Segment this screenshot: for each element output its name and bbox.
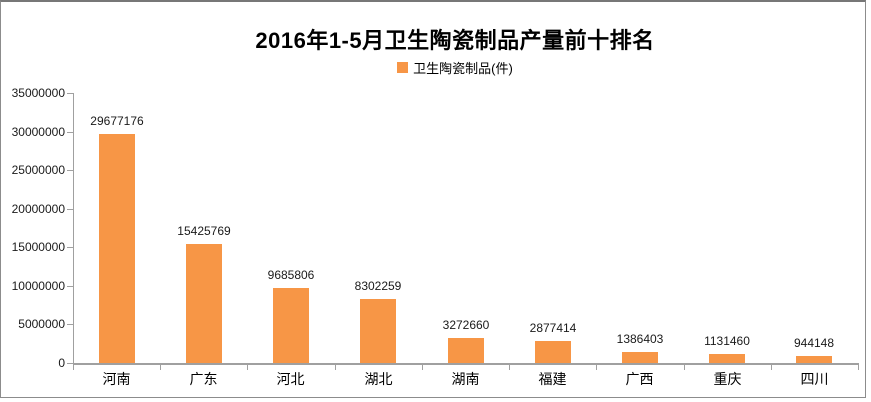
bar — [99, 134, 135, 363]
y-axis-tick — [67, 170, 73, 171]
bar — [796, 356, 832, 363]
y-axis-tick — [67, 247, 73, 248]
x-axis-tick — [858, 365, 859, 370]
legend-swatch-icon — [397, 62, 409, 73]
x-category-label: 河北 — [276, 371, 305, 387]
bar-value-label: 1386403 — [616, 332, 664, 346]
x-axis-tick — [335, 365, 336, 370]
x-category-label: 四川 — [800, 371, 829, 387]
x-axis-tick — [73, 365, 74, 370]
bar-value-label: 1131460 — [704, 334, 750, 348]
legend-label: 卫生陶瓷制品(件) — [413, 61, 513, 76]
x-category-label: 重庆 — [713, 371, 742, 387]
x-axis-line — [73, 363, 859, 365]
x-category-label: 湖南 — [451, 371, 480, 387]
bar-value-label: 29677176 — [90, 114, 144, 128]
y-axis-tick — [67, 363, 73, 364]
bar-value-label: 15425769 — [177, 224, 231, 238]
x-axis-tick — [596, 365, 597, 370]
y-tick-label: 30000000 — [11, 125, 65, 139]
y-axis-tick — [67, 324, 73, 325]
x-axis-tick — [771, 365, 772, 370]
legend: 卫生陶瓷制品(件) — [60, 58, 850, 77]
y-axis-tick — [67, 286, 73, 287]
x-category-label: 福建 — [538, 371, 567, 387]
x-category-label: 河南 — [102, 371, 131, 387]
bar — [360, 299, 396, 363]
y-axis-line — [73, 93, 74, 365]
x-category-label: 广西 — [625, 371, 654, 387]
bar-value-label: 8302259 — [354, 279, 402, 293]
y-axis-tick — [67, 209, 73, 210]
x-axis-tick — [684, 365, 685, 370]
y-tick-label: 5000000 — [18, 317, 65, 331]
y-tick-label: 25000000 — [11, 163, 65, 177]
bar — [273, 288, 309, 363]
x-axis-tick — [422, 365, 423, 370]
x-category-label: 广东 — [189, 371, 218, 387]
bar — [535, 341, 571, 363]
bar — [186, 244, 222, 363]
x-category-label: 湖北 — [364, 371, 393, 387]
bar-value-label: 3272660 — [442, 318, 490, 332]
bar — [709, 354, 745, 363]
y-axis-tick — [67, 93, 73, 94]
y-tick-label: 20000000 — [11, 202, 65, 216]
bar — [622, 352, 658, 363]
y-tick-label: 15000000 — [11, 240, 65, 254]
y-tick-label: 35000000 — [11, 86, 65, 100]
bar-value-label: 9685806 — [267, 268, 315, 282]
x-axis-tick — [247, 365, 248, 370]
bar-value-label: 2877414 — [529, 321, 577, 335]
y-tick-label: 0 — [58, 356, 65, 370]
x-axis-tick — [509, 365, 510, 370]
bar — [448, 338, 484, 363]
bar-value-label: 944148 — [793, 336, 835, 350]
y-tick-label: 10000000 — [11, 279, 65, 293]
y-axis-tick — [67, 132, 73, 133]
x-axis-tick — [160, 365, 161, 370]
chart-title: 2016年1-5月卫生陶瓷制品产量前十排名 — [255, 28, 655, 53]
